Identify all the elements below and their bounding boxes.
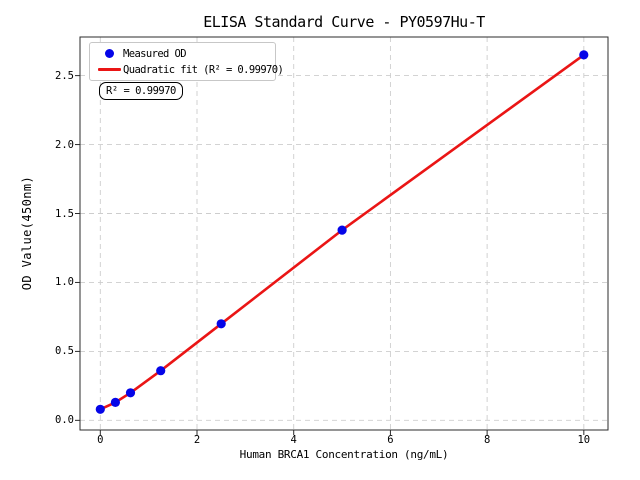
legend-marker-cell bbox=[96, 49, 123, 58]
x-tick-label: 10 bbox=[577, 434, 591, 446]
legend-label-measured-od: Measured OD bbox=[123, 47, 187, 60]
data-point bbox=[110, 397, 120, 407]
legend: Measured OD Quadratic fit (R² = 0.99970) bbox=[89, 42, 284, 81]
data-point bbox=[337, 225, 347, 235]
legend-item-quadratic-fit: Quadratic fit (R² = 0.99970) bbox=[96, 62, 284, 77]
x-tick-label: 6 bbox=[387, 434, 394, 446]
data-point bbox=[579, 50, 589, 60]
data-point bbox=[216, 319, 226, 329]
y-axis-label: OD Value(450nm) bbox=[20, 175, 34, 291]
y-tick-label: 1.0 bbox=[55, 276, 74, 289]
legend-item-measured-od: Measured OD bbox=[96, 46, 269, 61]
x-axis-label: Human BRCA1 Concentration (ng/mL) bbox=[239, 448, 449, 461]
scatter-dot-icon bbox=[105, 49, 114, 58]
data-point bbox=[156, 366, 166, 376]
y-tick-label: 2.0 bbox=[55, 138, 74, 151]
y-tick-label: 2.5 bbox=[55, 69, 74, 82]
y-tick-label: 0.0 bbox=[55, 414, 74, 427]
y-tick-label: 1.5 bbox=[55, 207, 74, 220]
data-point bbox=[95, 404, 105, 414]
x-tick-label: 0 bbox=[97, 434, 104, 446]
axes-spines bbox=[79, 36, 609, 431]
fit-line-icon bbox=[98, 68, 121, 71]
data-point bbox=[125, 388, 136, 398]
legend-marker-cell bbox=[96, 68, 123, 71]
x-tick-label: 4 bbox=[290, 434, 297, 446]
r-squared-annotation: R² = 0.99970 bbox=[99, 82, 183, 100]
chart-title: ELISA Standard Curve - PY0597Hu-T bbox=[203, 13, 485, 31]
x-tick-label: 2 bbox=[193, 434, 201, 446]
y-tick-label: 0.5 bbox=[55, 345, 74, 358]
legend-label-quadratic-fit: Quadratic fit (R² = 0.99970) bbox=[123, 63, 284, 76]
x-tick-label: 8 bbox=[483, 434, 491, 446]
